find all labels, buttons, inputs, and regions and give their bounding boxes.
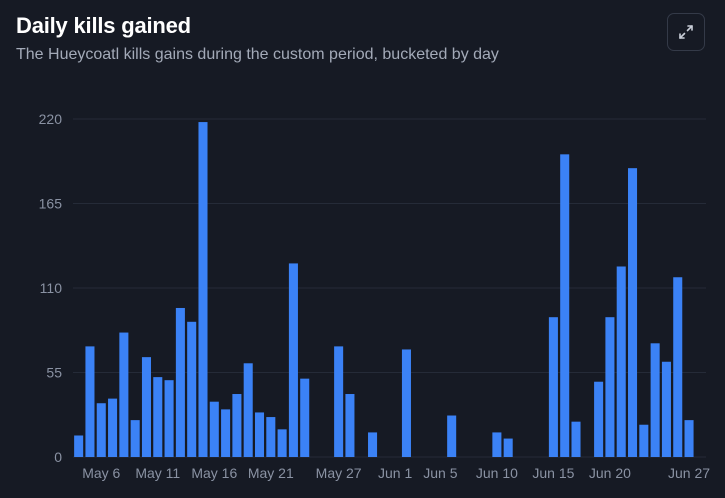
bar[interactable]: May 11: 52 bbox=[153, 377, 163, 457]
y-tick-label: 110 bbox=[40, 280, 63, 296]
bar[interactable]: Jun 20: 91 bbox=[605, 317, 615, 457]
x-tick-label: Jun 1 bbox=[378, 465, 412, 481]
bar[interactable]: May 20: 29 bbox=[254, 412, 265, 457]
bars: May 4: 14May 5: 72May 6: 35May 7: 38May … bbox=[74, 122, 694, 457]
bar[interactable]: May 15: 218 bbox=[198, 122, 208, 457]
y-tick-label: 55 bbox=[46, 365, 62, 381]
x-tick-label: Jun 27 bbox=[668, 465, 710, 481]
bar[interactable]: May 19: 61 bbox=[243, 363, 253, 457]
x-tick-label: May 16 bbox=[191, 465, 237, 481]
bar[interactable]: May 10: 65 bbox=[141, 357, 151, 457]
x-axis-ticks: May 6 May 11 May 16 May 21 May 27 Jun 1 Jun 5 J… bbox=[82, 465, 710, 481]
bar[interactable]: May 28: 41 bbox=[345, 394, 355, 457]
bar[interactable]: Jun 24: 74 bbox=[650, 343, 660, 457]
bar[interactable]: May 17: 31 bbox=[221, 409, 231, 457]
bar[interactable]: May 13: 97 bbox=[175, 307, 185, 457]
bar[interactable]: May 8: 81 bbox=[119, 332, 129, 457]
chart-subtitle: The Hueycoatl kills gains during the cus… bbox=[16, 46, 499, 63]
bar[interactable]: Jun 6: 27 bbox=[447, 415, 457, 457]
bar[interactable]: Jun 26: 117 bbox=[673, 277, 683, 457]
x-tick-label: Jun 15 bbox=[532, 465, 574, 481]
bar[interactable]: May 6: 35 bbox=[96, 403, 106, 457]
chart-title: Daily kills gained bbox=[16, 13, 191, 38]
bar[interactable]: May 24: 51 bbox=[300, 378, 310, 457]
bar[interactable]: May 14: 88 bbox=[187, 321, 197, 457]
bar[interactable]: Jun 16: 197 bbox=[560, 154, 570, 457]
bar[interactable]: May 27: 72 bbox=[334, 346, 344, 457]
bar[interactable]: Jun 23: 21 bbox=[639, 424, 649, 457]
x-tick-label: May 27 bbox=[316, 465, 362, 481]
bar[interactable]: Jun 19: 49 bbox=[594, 381, 604, 457]
bar[interactable]: Jun 17: 23 bbox=[571, 421, 581, 457]
bar[interactable]: Jun 11: 12 bbox=[503, 438, 513, 457]
x-tick-label: May 11 bbox=[135, 465, 180, 481]
bar[interactable]: Jun 22: 188 bbox=[628, 168, 638, 457]
y-axis-ticks: 0 55 110 165 220 bbox=[39, 111, 63, 465]
bar[interactable]: Jun 21: 124 bbox=[616, 266, 626, 457]
bar[interactable]: May 7: 38 bbox=[108, 398, 118, 457]
x-tick-label: May 6 bbox=[82, 465, 120, 481]
bar[interactable]: May 5: 72 bbox=[85, 346, 95, 457]
bar[interactable]: Jun 10: 16 bbox=[492, 432, 502, 457]
bar[interactable]: May 23: 126 bbox=[288, 263, 298, 457]
y-tick-label: 165 bbox=[39, 196, 63, 212]
expand-button[interactable] bbox=[667, 13, 705, 51]
bar[interactable]: Jun 25: 62 bbox=[661, 361, 671, 457]
x-tick-label: Jun 10 bbox=[476, 465, 518, 481]
bar[interactable]: Jun 27: 24 bbox=[684, 420, 694, 457]
bar[interactable]: May 22: 18 bbox=[277, 429, 287, 457]
bar[interactable]: May 30: 16 bbox=[368, 432, 378, 457]
bar[interactable]: May 18: 41 bbox=[232, 394, 242, 457]
x-tick-label: Jun 5 bbox=[423, 465, 457, 481]
x-tick-label: Jun 20 bbox=[589, 465, 631, 481]
bar[interactable]: Jun 15: 91 bbox=[548, 317, 558, 457]
expand-icon bbox=[679, 25, 693, 39]
y-tick-label: 220 bbox=[39, 111, 63, 127]
x-tick-label: May 21 bbox=[248, 465, 294, 481]
bar[interactable]: May 16: 36 bbox=[209, 401, 219, 457]
bar[interactable]: Jun 2: 70 bbox=[401, 349, 411, 457]
bar[interactable]: May 4: 14 bbox=[74, 435, 84, 457]
bar[interactable]: May 12: 50 bbox=[164, 380, 174, 457]
bar[interactable]: May 21: 26 bbox=[266, 417, 276, 457]
y-tick-label: 0 bbox=[54, 449, 62, 465]
bar[interactable]: May 9: 24 bbox=[130, 420, 140, 457]
